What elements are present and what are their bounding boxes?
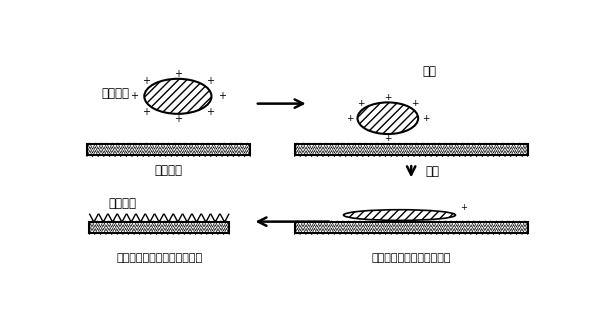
Text: +: + — [217, 91, 226, 101]
Text: +: + — [174, 114, 182, 124]
Bar — [294, 222, 528, 233]
Bar — [87, 144, 250, 155]
Text: +: + — [384, 93, 391, 102]
Text: +: + — [206, 76, 214, 86]
Bar — [294, 222, 528, 233]
Text: 胶束崩坏、柔软剂分子铺展: 胶束崩坏、柔软剂分子铺展 — [371, 253, 451, 263]
Bar — [294, 144, 528, 155]
Ellipse shape — [144, 79, 211, 114]
Text: +: + — [142, 76, 150, 86]
Ellipse shape — [358, 102, 418, 134]
Bar — [294, 144, 528, 155]
Text: +: + — [384, 134, 391, 143]
Text: 球型胶束: 球型胶束 — [101, 88, 129, 100]
Text: 烘干: 烘干 — [425, 165, 439, 178]
Text: +: + — [206, 107, 214, 117]
Text: +: + — [461, 203, 467, 211]
Bar — [89, 222, 229, 233]
Text: 干燥织物: 干燥织物 — [108, 197, 136, 210]
Text: +: + — [174, 69, 182, 79]
Text: 吸附: 吸附 — [423, 65, 437, 78]
Bar — [87, 144, 250, 155]
Text: 织物表面形成柔软剂分子膜层: 织物表面形成柔软剂分子膜层 — [116, 253, 202, 263]
Ellipse shape — [344, 210, 456, 221]
Text: 织物表面: 织物表面 — [155, 164, 182, 178]
Text: +: + — [422, 114, 429, 123]
Text: +: + — [142, 107, 150, 117]
Bar — [89, 222, 229, 233]
Text: +: + — [357, 100, 364, 108]
Text: +: + — [346, 114, 354, 123]
Text: +: + — [411, 100, 419, 108]
Text: +: + — [130, 91, 138, 101]
